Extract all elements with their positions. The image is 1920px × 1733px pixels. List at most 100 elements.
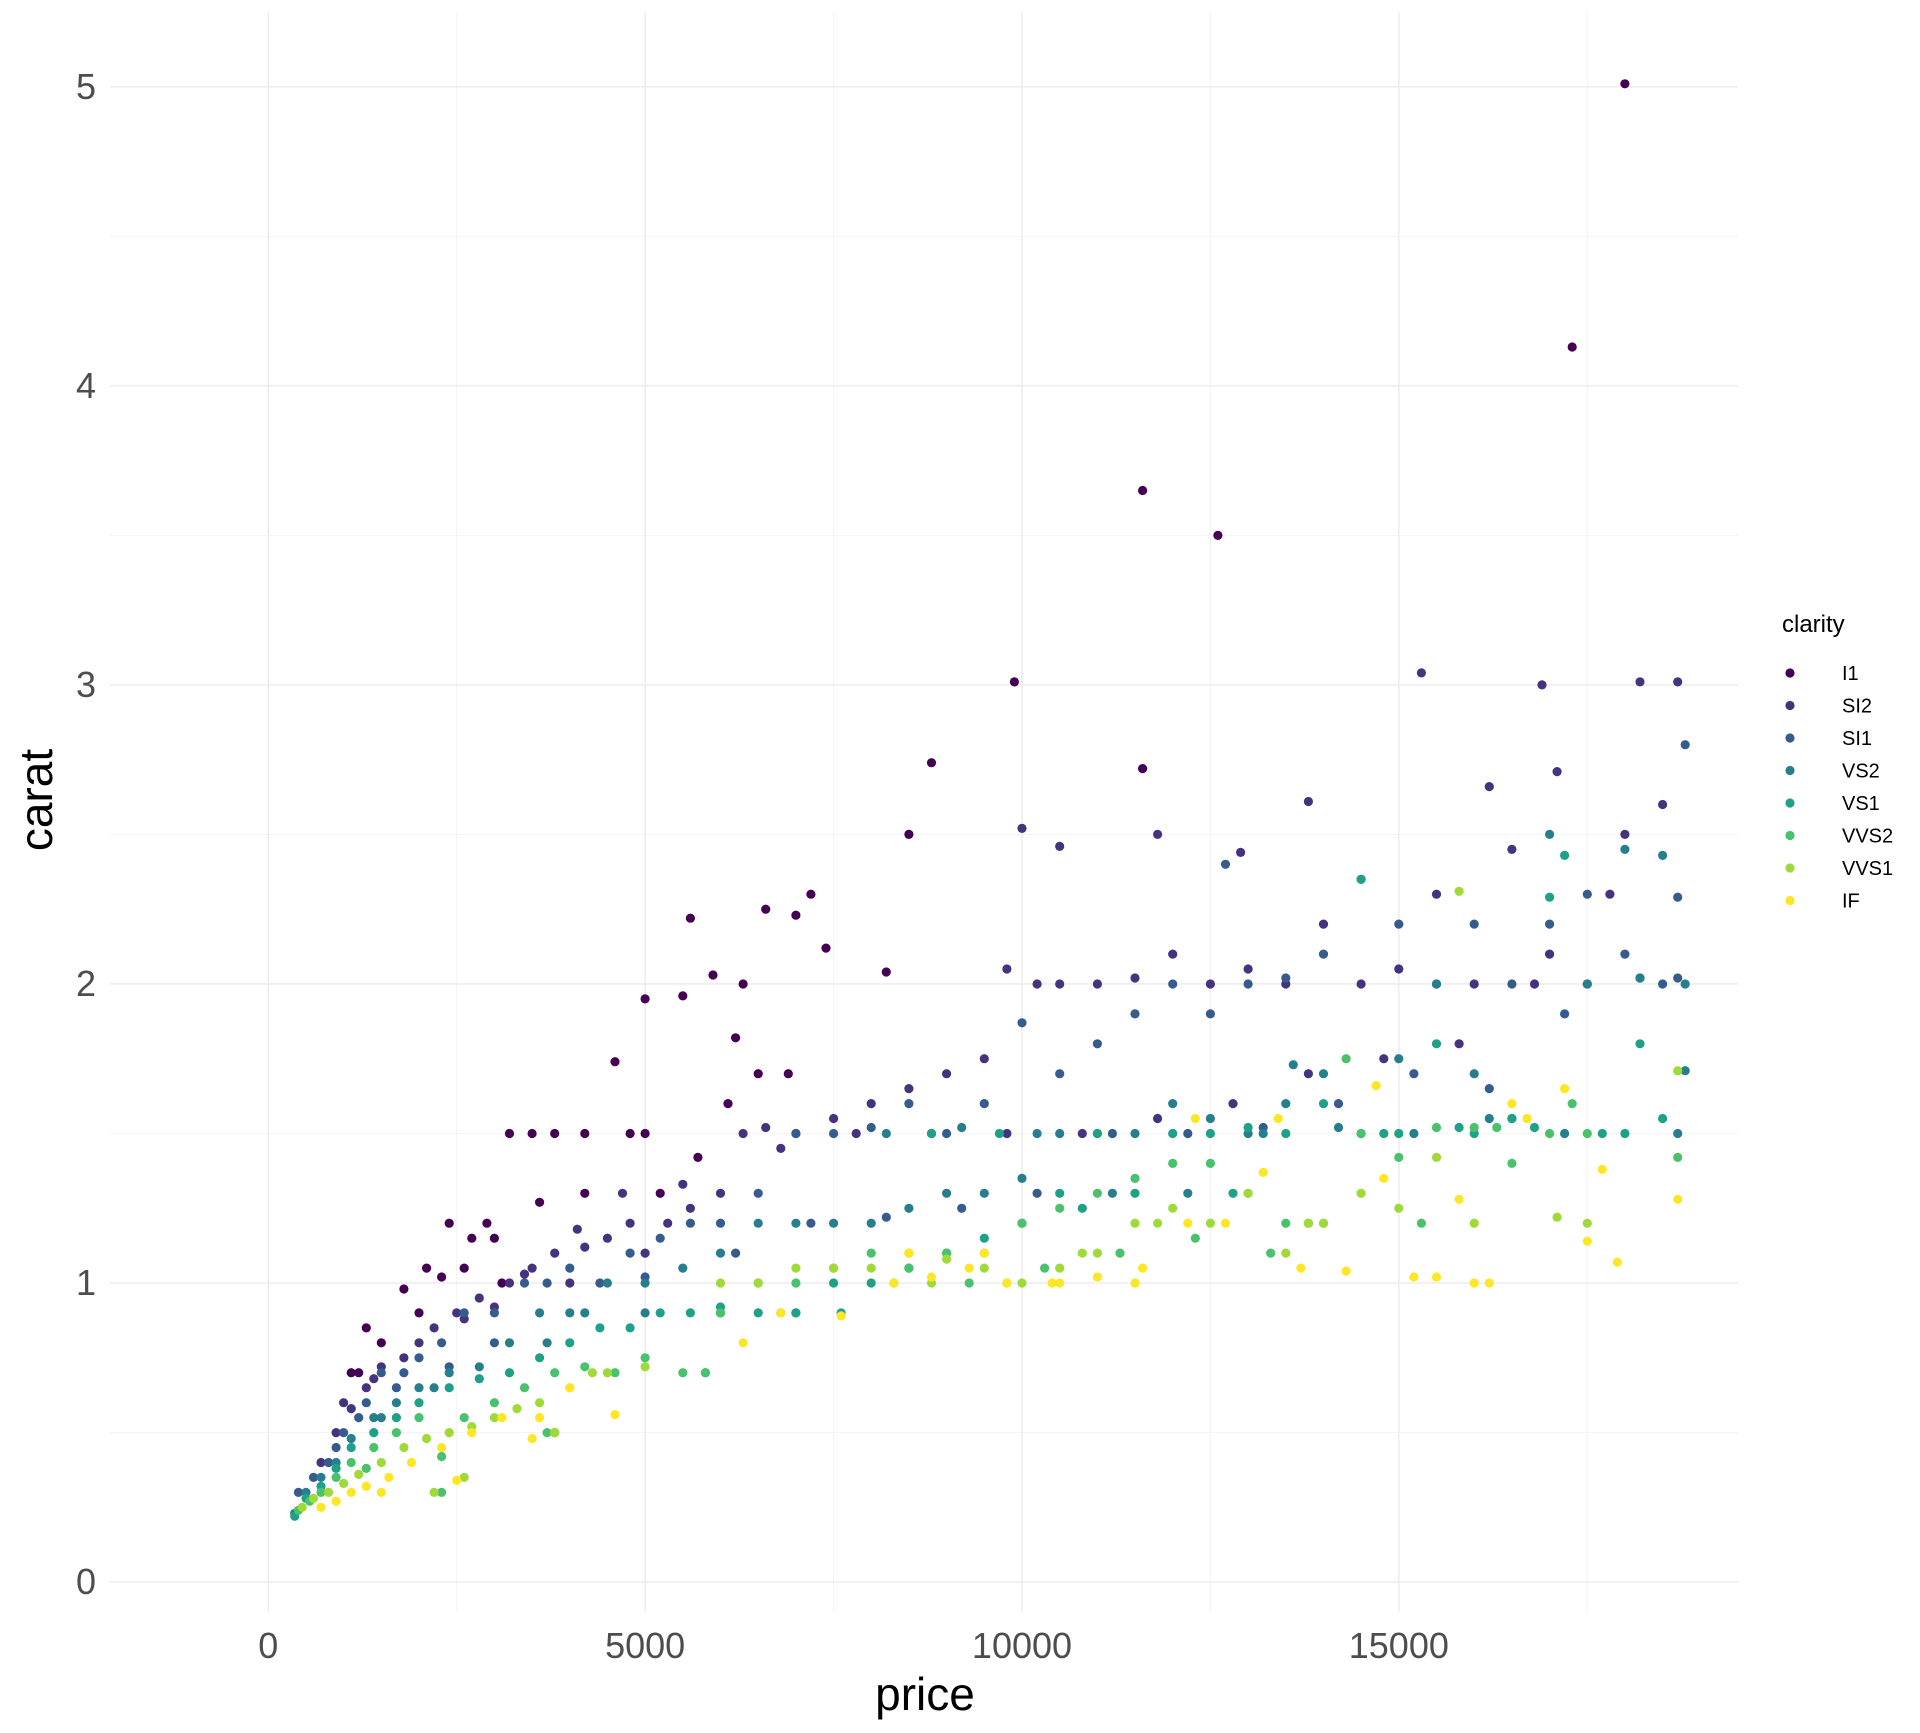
data-point <box>391 1413 401 1423</box>
data-point <box>655 1308 665 1318</box>
data-point <box>1318 1218 1329 1228</box>
data-point <box>979 1099 989 1109</box>
data-point <box>361 1481 371 1491</box>
data-point <box>1017 1173 1027 1183</box>
legend-label: VVS1 <box>1842 858 1893 880</box>
data-point <box>1055 1203 1065 1213</box>
data-point <box>602 1233 613 1243</box>
data-point <box>535 1353 545 1363</box>
data-point <box>1266 1248 1276 1258</box>
data-point <box>904 829 914 840</box>
tick-labels: 0 5000 10000 15000 0 1 2 3 4 5 <box>76 66 1449 1666</box>
data-point <box>414 1383 424 1393</box>
data-point <box>829 1113 839 1124</box>
data-point <box>376 1413 386 1423</box>
data-point <box>1258 1167 1268 1177</box>
data-point <box>519 1383 530 1393</box>
data-point <box>1545 1128 1555 1139</box>
data-point <box>708 970 718 980</box>
data-point <box>565 1308 575 1318</box>
data-point <box>1529 1122 1540 1133</box>
data-point <box>1017 1218 1027 1228</box>
data-point <box>866 1248 876 1258</box>
data-point <box>1680 740 1690 750</box>
data-point <box>678 1263 688 1273</box>
data-point <box>979 1188 989 1198</box>
data-point <box>1597 1128 1607 1139</box>
data-point <box>489 1413 499 1423</box>
data-point <box>1469 1218 1479 1228</box>
data-point <box>1522 1113 1532 1124</box>
data-point <box>1673 973 1683 983</box>
data-point <box>550 1248 560 1258</box>
data-point <box>1055 979 1065 989</box>
data-point <box>678 1368 688 1378</box>
data-point <box>429 1383 439 1393</box>
data-point <box>1356 979 1366 989</box>
data-point <box>1228 1188 1238 1198</box>
data-point <box>1379 1173 1389 1183</box>
data-point <box>1303 796 1313 807</box>
data-point <box>399 1284 409 1294</box>
data-point <box>580 1242 590 1252</box>
data-point <box>1673 1066 1683 1076</box>
data-point <box>942 1128 952 1139</box>
data-point <box>1394 964 1404 974</box>
data-point <box>504 1278 515 1288</box>
data-point <box>1507 1158 1517 1168</box>
data-point <box>791 1218 801 1228</box>
data-point <box>1183 1188 1193 1198</box>
data-point <box>1469 979 1479 989</box>
data-point <box>851 1128 861 1139</box>
data-point <box>504 1338 515 1348</box>
data-point <box>1620 844 1630 855</box>
data-point <box>414 1353 424 1363</box>
data-point <box>1431 889 1442 899</box>
data-point <box>761 1122 771 1133</box>
data-point <box>1582 979 1592 989</box>
data-point <box>1612 1257 1622 1267</box>
data-point <box>580 1308 590 1318</box>
data-point <box>1017 1278 1027 1288</box>
data-point <box>459 1308 469 1318</box>
data-point <box>1243 1122 1253 1133</box>
data-point <box>821 943 831 953</box>
data-point <box>926 758 937 768</box>
data-point <box>565 1383 575 1393</box>
data-point <box>444 1368 454 1378</box>
data-point <box>1190 1233 1200 1243</box>
data-point <box>1130 1188 1140 1198</box>
data-point <box>504 1368 515 1378</box>
data-point <box>1077 1128 1087 1139</box>
data-point <box>1379 1054 1389 1064</box>
data-point <box>1055 1263 1065 1273</box>
data-point <box>1469 1278 1479 1288</box>
data-point <box>866 1099 876 1109</box>
data-point <box>331 1472 341 1482</box>
data-point <box>595 1278 605 1288</box>
data-point <box>1620 829 1630 840</box>
data-point <box>429 1323 439 1333</box>
data-point <box>738 979 748 989</box>
data-point <box>1168 1128 1178 1139</box>
data-point <box>1394 1203 1404 1213</box>
data-point <box>354 1469 364 1479</box>
data-point <box>482 1218 492 1228</box>
data-point <box>297 1502 307 1512</box>
data-point <box>1055 841 1065 852</box>
data-point <box>1635 1039 1645 1049</box>
data-point <box>1454 1194 1464 1204</box>
data-point <box>678 991 688 1001</box>
data-point <box>1680 1066 1690 1076</box>
data-point <box>994 1128 1005 1139</box>
data-point <box>829 1218 839 1228</box>
data-point <box>655 1233 665 1243</box>
data-point <box>1318 1069 1329 1079</box>
data-point <box>467 1428 477 1438</box>
data-points <box>290 79 1690 1521</box>
data-point <box>316 1502 326 1512</box>
data-point <box>444 1383 454 1393</box>
data-point <box>723 1099 733 1109</box>
data-point <box>444 1218 454 1228</box>
data-point <box>376 1338 386 1348</box>
